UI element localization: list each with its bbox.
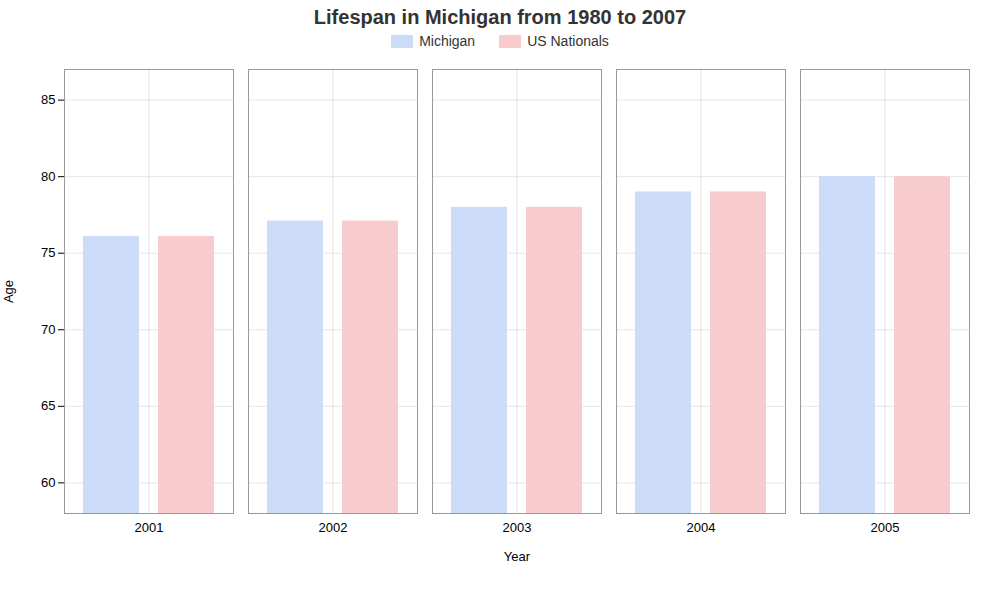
html-text:Lifespan in Michigan from 1980: Lifespan in Michigan from 1980 to 2007	[313, 6, 687, 28]
html-text:Michigan: Michigan	[419, 33, 476, 49]
svg-text:85: 85	[41, 92, 55, 107]
svg-text:2003: 2003	[503, 520, 532, 535]
svg-text:2004: 2004	[687, 520, 716, 535]
svg-text:75: 75	[41, 245, 55, 260]
svg-text:65: 65	[41, 398, 55, 413]
svg-text:2001: 2001	[135, 520, 164, 535]
svg-text:Age: Age	[1, 280, 16, 303]
svg-text:2005: 2005	[871, 520, 900, 535]
svg-text:2002: 2002	[319, 520, 348, 535]
svg-text:70: 70	[41, 322, 55, 337]
svg-text:60: 60	[41, 475, 55, 490]
svg-text:80: 80	[41, 169, 55, 184]
svg-text:Year: Year	[504, 549, 531, 564]
html-text:US Nationals: US Nationals	[527, 33, 609, 49]
